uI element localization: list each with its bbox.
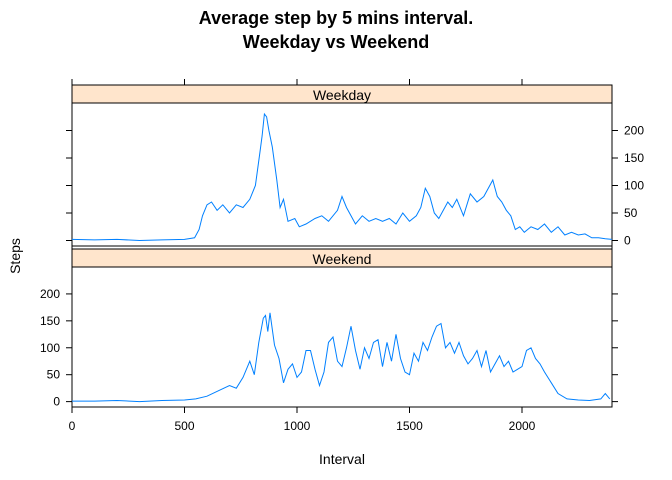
panel-frame-weekend <box>71 245 613 408</box>
strip-label-weekday: Weekday <box>313 87 371 103</box>
series-line-weekday <box>71 112 613 242</box>
strip-weekday <box>71 84 613 104</box>
y-tick-label: 150 <box>40 314 60 328</box>
x-tick-label: 1000 <box>284 419 311 433</box>
y-tick-label: 100 <box>624 179 644 193</box>
x-tick-label: 500 <box>174 419 194 433</box>
x-tick-label: 0 <box>69 419 76 433</box>
strip-label-weekend: Weekend <box>313 251 372 267</box>
chart-title: Average step by 5 mins interval. <box>198 8 474 28</box>
x-axis-label: Interval <box>319 451 365 467</box>
y-axis-label: Steps <box>7 238 23 274</box>
chart-subtitle: Weekday vs Weekend <box>242 32 430 52</box>
series-line-weekend <box>72 312 611 403</box>
y-tick-label: 0 <box>624 234 631 248</box>
y-tick-label: 200 <box>40 287 60 301</box>
y-tick-label: 0 <box>53 395 60 409</box>
panel-frame-weekday <box>71 84 613 247</box>
y-tick-label: 50 <box>624 206 638 220</box>
strip-weekend <box>71 248 613 268</box>
x-tick-label: 1500 <box>396 419 423 433</box>
y-tick-label: 100 <box>40 341 60 355</box>
x-tick-label: 2000 <box>509 419 536 433</box>
y-tick-label: 50 <box>47 368 61 382</box>
y-tick-label: 150 <box>624 151 644 165</box>
y-tick-label: 200 <box>624 124 644 138</box>
